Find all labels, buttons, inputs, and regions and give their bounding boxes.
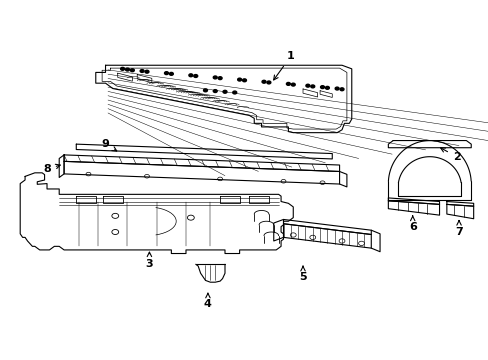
Text: 5: 5 — [299, 266, 306, 282]
Circle shape — [188, 74, 192, 77]
Circle shape — [237, 78, 241, 81]
Circle shape — [203, 89, 207, 92]
Circle shape — [130, 69, 134, 72]
Circle shape — [339, 88, 343, 91]
Circle shape — [310, 85, 314, 88]
Circle shape — [291, 83, 295, 86]
Circle shape — [164, 72, 168, 75]
Circle shape — [121, 67, 124, 70]
Circle shape — [266, 81, 270, 84]
Text: 2: 2 — [440, 148, 460, 162]
Circle shape — [213, 76, 217, 79]
Circle shape — [145, 70, 149, 73]
Circle shape — [320, 86, 324, 89]
Circle shape — [193, 75, 197, 77]
Circle shape — [325, 86, 329, 89]
Text: 3: 3 — [145, 252, 153, 269]
Circle shape — [223, 90, 226, 93]
Circle shape — [262, 80, 265, 83]
Text: 9: 9 — [102, 139, 117, 151]
Circle shape — [232, 91, 236, 94]
Circle shape — [140, 69, 144, 72]
Circle shape — [286, 82, 290, 85]
Circle shape — [125, 68, 129, 71]
Text: 8: 8 — [43, 164, 60, 174]
Text: 6: 6 — [408, 216, 416, 231]
Circle shape — [242, 79, 246, 82]
Circle shape — [169, 72, 173, 75]
Circle shape — [305, 84, 309, 87]
Circle shape — [334, 87, 338, 90]
Circle shape — [218, 77, 222, 80]
Text: 1: 1 — [273, 51, 294, 80]
Text: 4: 4 — [203, 293, 211, 309]
Text: 7: 7 — [454, 221, 462, 237]
Circle shape — [213, 90, 217, 93]
